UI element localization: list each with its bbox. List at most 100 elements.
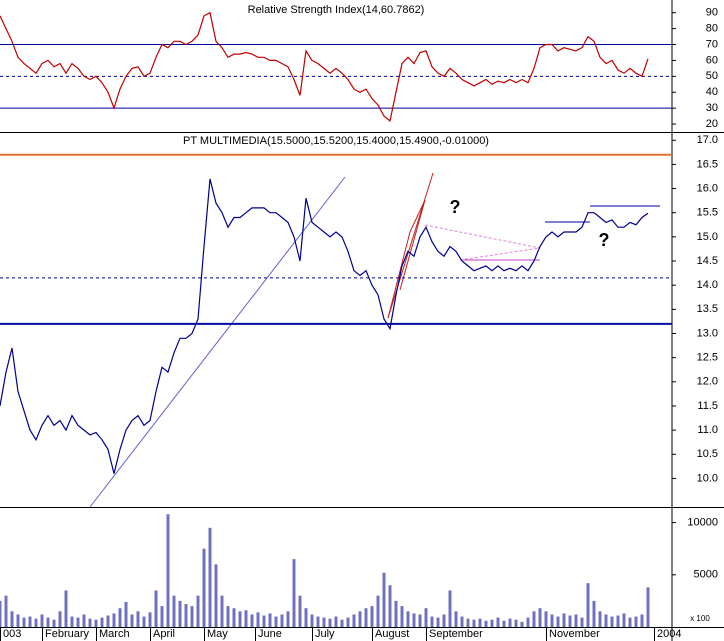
bar (508, 618, 512, 627)
y-tick-label: 14.5 (697, 255, 718, 267)
bar (388, 585, 392, 627)
y-tick-label: 11.5 (697, 400, 718, 412)
bar (136, 611, 140, 627)
bar (604, 614, 608, 627)
bar (418, 614, 422, 627)
bar (610, 616, 614, 627)
y-tick-label: 30 (706, 102, 718, 114)
bar (10, 611, 14, 627)
bar (262, 615, 266, 627)
bar (568, 615, 572, 627)
bar (598, 611, 602, 627)
x-tick-label: 2004 (657, 628, 681, 640)
y-tick-label: 10000 (687, 517, 718, 529)
bar (472, 619, 476, 627)
bar (58, 611, 62, 627)
bar (100, 617, 104, 627)
bar (412, 613, 416, 627)
bar (4, 595, 8, 627)
y-tick-label: 15.5 (697, 207, 718, 219)
bar (94, 619, 98, 627)
series-line (0, 178, 649, 474)
bar (424, 608, 428, 627)
bar (40, 614, 44, 627)
bar (274, 616, 278, 627)
bar (112, 613, 116, 627)
bar (352, 614, 356, 627)
y-tick-label: 50 (706, 70, 718, 82)
bar (208, 527, 212, 627)
y-tick-label: 12.0 (697, 376, 718, 388)
bar (430, 616, 434, 627)
bar (358, 611, 362, 627)
bar (22, 617, 26, 627)
y-tick-label: 40 (706, 86, 718, 98)
bar (640, 614, 644, 627)
annotation: ? (450, 197, 461, 217)
bar (202, 548, 206, 627)
bar (514, 619, 518, 627)
bar (76, 617, 80, 627)
y-tick-label: 80 (706, 23, 718, 35)
bar (580, 617, 584, 627)
bar (220, 595, 224, 627)
bar (628, 617, 632, 627)
bar (232, 608, 236, 627)
bar (214, 564, 218, 627)
bar (526, 617, 530, 627)
trend-line (387, 199, 426, 319)
bar (370, 606, 374, 627)
bar (130, 614, 134, 627)
bar (340, 619, 344, 627)
y-tick-label: 11.0 (697, 424, 718, 436)
bar (646, 587, 650, 627)
y-tick-label: 13.0 (697, 327, 718, 339)
bar (226, 606, 230, 627)
bar (184, 604, 188, 627)
y-tick-label: 17.0 (697, 134, 718, 146)
bar (250, 614, 254, 627)
bar (298, 595, 302, 627)
bar (454, 611, 458, 627)
bar (178, 600, 182, 627)
bar (334, 616, 338, 627)
bar (142, 616, 146, 627)
bar (490, 619, 494, 627)
bar (556, 616, 560, 627)
chart-title: Relative Strength Index(14,60.7862) (248, 4, 425, 16)
bar (244, 610, 248, 627)
bar (550, 614, 554, 627)
bar (478, 618, 482, 627)
bar (196, 595, 200, 627)
bar (532, 611, 536, 627)
bar (304, 608, 308, 627)
bar (520, 621, 524, 627)
bar (376, 595, 380, 627)
bar (442, 614, 446, 627)
unit-label: x 100 (690, 614, 710, 623)
y-tick-label: 20 (706, 118, 718, 130)
x-tick-label: March (99, 628, 130, 640)
series-line (0, 11, 649, 122)
y-tick-label: 60 (706, 54, 718, 66)
y-tick-label: 10.0 (697, 472, 718, 484)
bar (574, 614, 578, 627)
y-tick-label: 16.0 (697, 182, 718, 194)
y-tick-label: 13.5 (697, 303, 718, 315)
bar (286, 611, 290, 627)
bar (70, 616, 74, 627)
y-tick-label: 5000 (694, 569, 718, 581)
x-tick-label: April (153, 628, 175, 640)
x-tick-label: February (45, 628, 90, 640)
bar (616, 615, 620, 627)
bar (106, 615, 110, 627)
bar (364, 608, 368, 627)
bar (592, 600, 596, 627)
bar (172, 595, 176, 627)
x-tick-label: July (315, 628, 335, 640)
bar (466, 618, 470, 627)
x-tick-label: 003 (3, 628, 21, 640)
bar (328, 618, 332, 627)
